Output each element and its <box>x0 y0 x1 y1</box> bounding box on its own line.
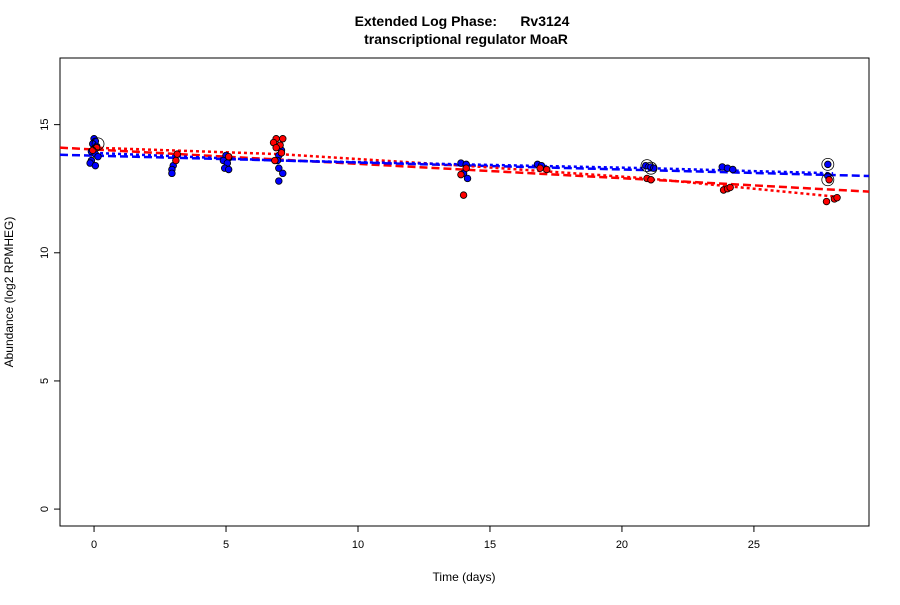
data-point-blue <box>168 169 176 178</box>
data-point-red <box>271 156 279 165</box>
y-tick-label: 5 <box>39 378 51 384</box>
data-point-red <box>457 170 465 179</box>
x-tick-label: 0 <box>91 539 97 551</box>
data-point-red <box>822 197 831 206</box>
circled-point-marker <box>821 173 835 187</box>
data-point-blue <box>275 177 283 185</box>
data-point-blue <box>91 161 100 170</box>
x-tick-label: 5 <box>223 539 229 551</box>
circled-point-marker <box>91 137 105 151</box>
plot-frame <box>59 57 870 527</box>
x-axis-label: Time (days) <box>433 570 496 584</box>
data-point-blue <box>94 152 102 161</box>
circled-point-marker <box>644 161 658 175</box>
data-point-red <box>462 164 470 172</box>
circled-point-marker <box>640 159 654 173</box>
y-tick-label: 15 <box>39 119 51 131</box>
data-point-red <box>536 164 544 172</box>
data-point-blue <box>279 169 287 178</box>
data-point-red <box>277 149 286 157</box>
data-point-blue <box>729 165 737 174</box>
y-tick-label: 0 <box>39 506 51 512</box>
data-point-red <box>647 176 655 184</box>
data-point-blue <box>463 174 472 183</box>
chart-subtitle: transcriptional regulator MoaR <box>364 31 568 47</box>
data-point-red <box>726 183 734 192</box>
x-tick-label: 15 <box>484 539 496 551</box>
data-point-blue <box>275 164 283 172</box>
data-point-red <box>172 156 180 165</box>
data-point-red <box>272 144 280 152</box>
circled-point-marker <box>821 157 835 171</box>
data-point-red <box>825 176 833 184</box>
data-point-blue <box>649 164 658 172</box>
data-point-blue <box>824 160 832 169</box>
data-point-red <box>89 146 97 154</box>
data-point-red <box>279 135 287 143</box>
fit-line-red-dashed <box>59 146 870 193</box>
y-axis-label: Abundance (log2 RPMHEG) <box>2 217 16 368</box>
data-point-blue <box>224 165 233 174</box>
x-tick-label: 25 <box>748 539 760 551</box>
data-point-red <box>543 165 551 174</box>
data-point-red <box>173 150 181 158</box>
data-point-red <box>459 191 468 199</box>
chart-title: Extended Log Phase: Rv3124 <box>355 13 570 29</box>
data-point-red <box>833 193 841 202</box>
y-tick-label: 10 <box>39 247 51 259</box>
data-point-red <box>224 152 233 161</box>
x-tick-label: 20 <box>616 539 628 551</box>
x-tick-label: 10 <box>352 539 364 551</box>
